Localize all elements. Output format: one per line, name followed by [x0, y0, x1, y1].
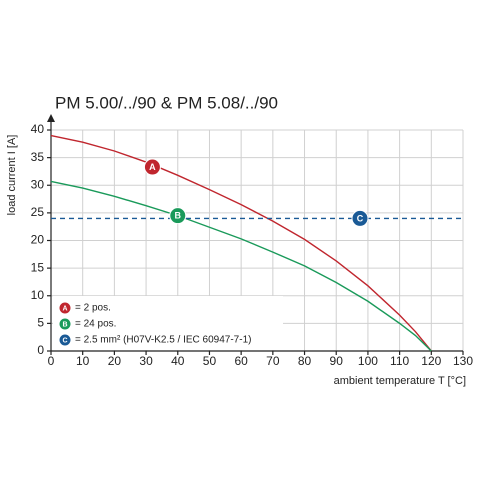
x-tick-label: 70 — [266, 354, 280, 368]
y-axis-arrow — [47, 114, 55, 122]
marker-label: C — [357, 213, 364, 223]
y-tick-label: 25 — [31, 205, 45, 219]
x-tick-label: 10 — [76, 354, 90, 368]
x-tick-label: 0 — [48, 354, 55, 368]
y-axis-label: load current I [A] — [6, 135, 18, 216]
x-tick-label: 60 — [234, 354, 248, 368]
y-tick-label: 5 — [37, 316, 44, 330]
x-tick-label: 130 — [453, 354, 473, 368]
x-tick-label: 80 — [298, 354, 312, 368]
x-axis-label: ambient temperature T [°C] — [334, 375, 466, 387]
curve-marker — [143, 158, 161, 176]
legend-marker-label: C — [62, 337, 67, 344]
legend-marker-label: B — [62, 321, 67, 328]
y-tick-label: 35 — [31, 150, 45, 164]
chart-title: PM 5.00/../90 & PM 5.08/../90 — [55, 93, 278, 112]
x-tick-label: 30 — [139, 354, 153, 368]
legend-marker — [58, 317, 72, 331]
plot: A A B B C C — [50, 134, 463, 352]
y-tick-label: 0 — [37, 343, 44, 357]
y-tick-label: 10 — [31, 288, 45, 302]
y-tick-label: 15 — [31, 260, 45, 274]
legend-label: = 2 pos. — [75, 303, 111, 314]
marker-label: A — [149, 162, 156, 172]
legend-label: = 2.5 mm² (H07V-K2.5 / IEC 60947-7-1) — [75, 335, 251, 346]
x-tick-label: 100 — [358, 354, 378, 368]
y-tick-label: 20 — [31, 233, 45, 247]
x-tick-label: 40 — [171, 354, 185, 368]
legend-box — [53, 296, 283, 350]
legend-marker-label: A — [62, 305, 67, 312]
legend-label: = 24 pos. — [75, 319, 116, 330]
curve-marker — [351, 209, 369, 227]
x-tick-label: 50 — [203, 354, 217, 368]
x-tick-label: 90 — [330, 354, 344, 368]
legend-marker — [58, 333, 72, 347]
x-tick-label: 110 — [390, 354, 409, 368]
y-tick-label: 30 — [31, 177, 45, 191]
series-line — [50, 180, 432, 352]
x-tick-label: 120 — [421, 354, 441, 368]
marker-label: B — [175, 211, 182, 221]
x-tick-label: 20 — [108, 354, 122, 368]
y-tick-label: 40 — [31, 122, 45, 136]
series-line — [50, 134, 432, 352]
legend-marker — [58, 301, 72, 315]
curve-marker — [169, 207, 187, 225]
